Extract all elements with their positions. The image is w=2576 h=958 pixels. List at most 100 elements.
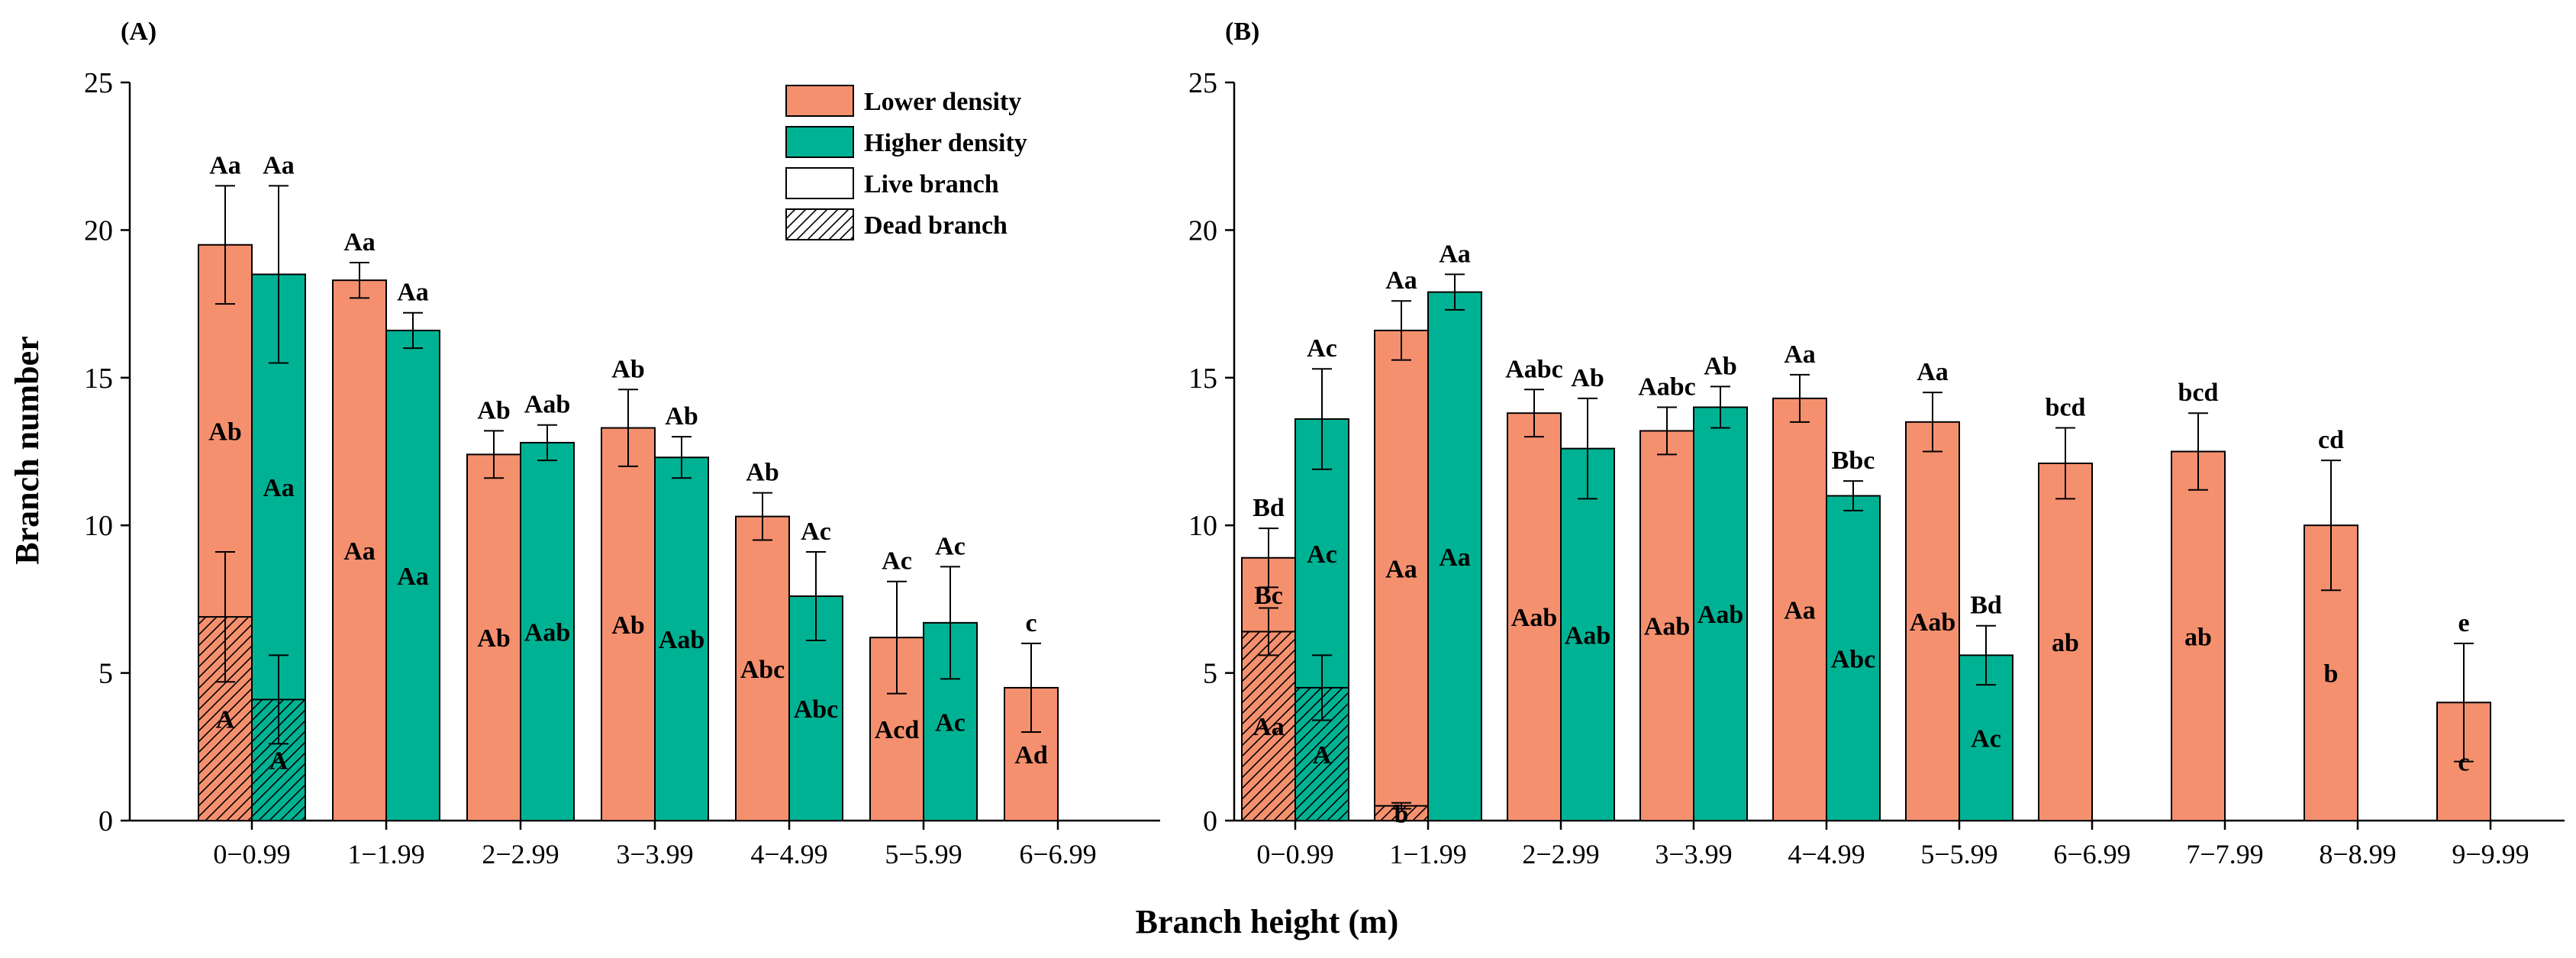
x-tick-label: 5−5.99 bbox=[885, 839, 962, 869]
live-significance-label: Ac bbox=[935, 708, 966, 737]
live-significance-label: Ab bbox=[208, 418, 241, 446]
live-significance-label: Abc bbox=[794, 695, 839, 724]
live-significance-label: Ac bbox=[1971, 725, 2001, 753]
x-tick-label: 1−1.99 bbox=[1389, 839, 1466, 869]
higher-density-bar bbox=[654, 456, 709, 822]
live-significance-label: Aab bbox=[659, 626, 704, 654]
x-tick-label: 4−4.99 bbox=[750, 839, 827, 869]
top-significance-label: Aa bbox=[343, 228, 376, 256]
live-significance-label: Aab bbox=[1644, 613, 1690, 641]
top-significance-label: Aa bbox=[209, 151, 241, 179]
dead-significance-label: A bbox=[216, 706, 235, 734]
x-tick-label: 4−4.99 bbox=[1788, 839, 1865, 869]
dead-significance-label: A bbox=[1313, 741, 1332, 769]
live-significance-label: Aab bbox=[1910, 608, 1955, 637]
top-significance-label: Ac bbox=[882, 547, 912, 576]
x-tick-label: 9−9.99 bbox=[2452, 839, 2529, 869]
x-tick-label: 2−2.99 bbox=[482, 839, 559, 869]
higher-density-bar bbox=[1427, 291, 1482, 821]
x-tick-label: 6−6.99 bbox=[1019, 839, 1096, 869]
y-tick-label: 0 bbox=[98, 805, 113, 837]
lower-density-bar bbox=[2038, 462, 2093, 821]
live-significance-label: Ac bbox=[1307, 540, 1337, 569]
top-significance-label: Aa bbox=[1784, 340, 1816, 369]
top-significance-label: Bbc bbox=[1832, 447, 1875, 475]
panel-a: (A) 0 5 10 15 20 25 0−0.99 Aa Ab A Aa Aa A 1−1.99 Aa Aa A… bbox=[84, 18, 1160, 869]
x-tick-label: 2−2.99 bbox=[1522, 839, 1599, 869]
dead-significance-label: Aa bbox=[1253, 713, 1285, 741]
panel-label: (A) bbox=[121, 18, 156, 46]
top-significance-label: Ab bbox=[1704, 352, 1736, 380]
live-significance-label: Aa bbox=[1385, 555, 1417, 583]
legend-dead-branch: Dead branch bbox=[785, 208, 1008, 240]
top-significance-label: Aa bbox=[1439, 240, 1471, 268]
higher-density-bar bbox=[1693, 406, 1748, 821]
top-significance-label: Bd bbox=[1970, 592, 2002, 620]
top-significance-label: Ab bbox=[665, 402, 698, 431]
legend-swatch bbox=[785, 208, 854, 240]
live-significance-label: Abc bbox=[740, 656, 785, 684]
top-significance-label: Aa bbox=[1385, 266, 1417, 295]
top-significance-label: c bbox=[1025, 609, 1037, 637]
top-significance-label: Aabc bbox=[1638, 373, 1696, 401]
x-tick-label: 8−8.99 bbox=[2319, 839, 2396, 869]
lower-density-bar bbox=[332, 279, 387, 821]
legend-label: Live branch bbox=[864, 170, 999, 198]
top-significance-label: bcd bbox=[2178, 379, 2219, 407]
top-significance-label: bcd bbox=[2046, 394, 2086, 422]
y-tick-label: 10 bbox=[84, 510, 113, 542]
x-tick-label: 0−0.99 bbox=[213, 839, 290, 869]
top-significance-label: Aa bbox=[1917, 358, 1949, 386]
y-tick-label: 25 bbox=[84, 67, 113, 99]
x-tick-label: 3−3.99 bbox=[1655, 839, 1732, 869]
top-significance-label: e bbox=[2458, 609, 2469, 637]
lower-density-bar bbox=[1772, 397, 1827, 821]
x-tick-label: 6−6.99 bbox=[2053, 839, 2130, 869]
panel-b: (B) 0 5 10 15 20 25 0−0.99 Bd Bc Aa Ac Ac A 1−1.99 Aa Aa… bbox=[1188, 18, 2565, 869]
live-significance-label: Ad bbox=[1014, 741, 1048, 769]
y-tick-label: 0 bbox=[1203, 805, 1217, 837]
panel-label: (B) bbox=[1225, 18, 1259, 46]
y-tick-label: 20 bbox=[1188, 215, 1217, 247]
live-significance-label: Aa bbox=[343, 537, 376, 566]
top-significance-label: Ac bbox=[1307, 334, 1337, 363]
top-significance-label: Aa bbox=[397, 279, 429, 307]
live-significance-label: Acd bbox=[875, 716, 920, 744]
live-significance-label: Aa bbox=[397, 563, 429, 591]
x-axis-label: Branch height (m) bbox=[1136, 903, 1399, 940]
y-tick-label: 25 bbox=[1188, 67, 1217, 99]
lower-density-bar bbox=[466, 453, 521, 821]
live-significance-label: Ab bbox=[611, 611, 644, 640]
x-tick-label: 0−0.99 bbox=[1256, 839, 1333, 869]
live-significance-label: Aab bbox=[1511, 604, 1557, 632]
lower-density-bar bbox=[1905, 421, 1960, 821]
live-significance-label: Ab bbox=[477, 624, 510, 653]
top-significance-label: Ac bbox=[801, 518, 831, 546]
live-significance-label: Aa bbox=[1439, 544, 1471, 572]
y-tick-label: 15 bbox=[1188, 363, 1217, 395]
live-significance-label: b bbox=[2324, 660, 2339, 689]
legend-swatch bbox=[785, 85, 854, 117]
x-tick-label: 7−7.99 bbox=[2186, 839, 2263, 869]
legend-swatch bbox=[785, 126, 854, 158]
x-tick-label: 1−1.99 bbox=[347, 839, 424, 869]
live-significance-label: Aab bbox=[1565, 621, 1610, 650]
legend-label: Higher density bbox=[864, 129, 1027, 157]
dead-significance-label: b bbox=[1394, 800, 1409, 828]
live-significance-label: Aa bbox=[263, 474, 295, 502]
top-significance-label: Aab bbox=[524, 391, 570, 419]
y-tick-label: 15 bbox=[84, 363, 113, 395]
y-tick-label: 10 bbox=[1188, 510, 1217, 542]
live-significance-label: c bbox=[2458, 749, 2469, 777]
y-axis-label: Branch number bbox=[8, 336, 46, 564]
legend-label: Lower density bbox=[864, 88, 1021, 116]
live-significance-label: Abc bbox=[1831, 645, 1876, 673]
live-significance-label: ab bbox=[2184, 623, 2212, 651]
lower-density-bar bbox=[735, 515, 790, 821]
legend-live-branch: Live branch bbox=[785, 167, 999, 199]
top-significance-label: Ab bbox=[477, 396, 510, 424]
y-tick-label: 20 bbox=[84, 215, 113, 247]
legend-higher-density: Higher density bbox=[785, 126, 1027, 158]
live-significance-label: Bc bbox=[1254, 582, 1283, 610]
higher-density-bar bbox=[520, 441, 575, 821]
